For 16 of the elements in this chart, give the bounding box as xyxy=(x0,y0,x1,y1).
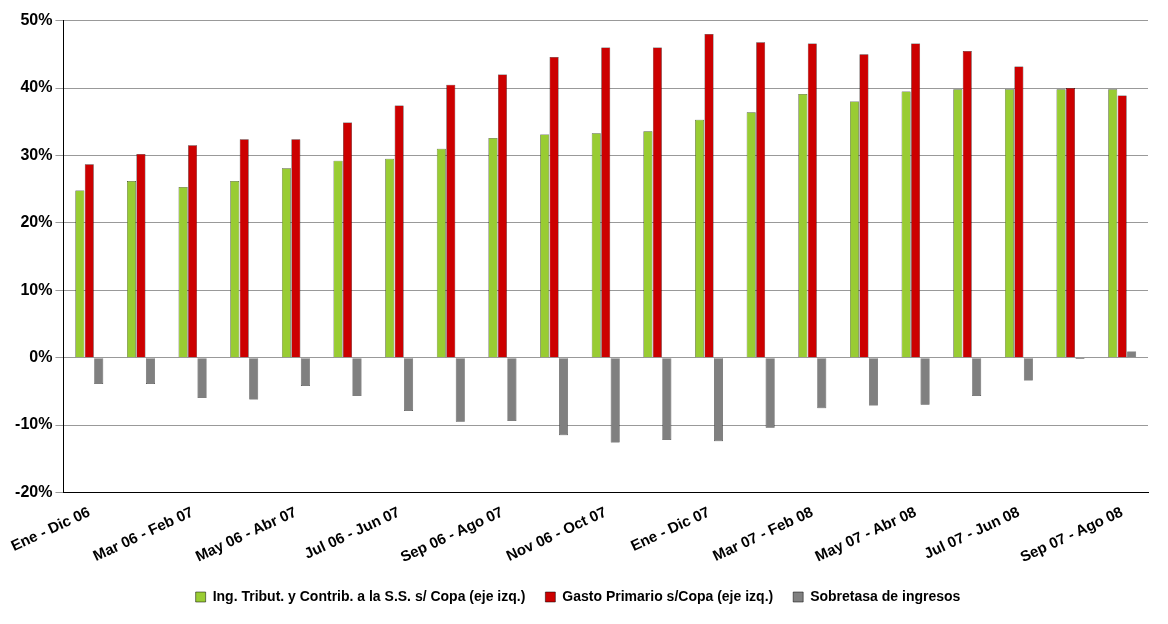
x-tick-label: Ene - Dic 07 xyxy=(627,502,713,555)
x-tick-label: Nov 06 - Oct 07 xyxy=(503,502,609,564)
y-tick-label: 0% xyxy=(29,348,53,366)
y-tick-label: 40% xyxy=(20,78,53,96)
y-tick-label: -20% xyxy=(15,482,53,500)
x-tick-label: Ene - Dic 06 xyxy=(8,502,93,555)
y-tick-label: 30% xyxy=(20,145,53,163)
y-tick-label: 50% xyxy=(20,11,53,29)
y-tick-label: 20% xyxy=(20,213,53,231)
legend-label: Ing. Tribut. y Contrib. a la S.S. s/ Copa (eje izq.) xyxy=(212,587,526,604)
x-tick-label: Sep 06 - Ago 07 xyxy=(397,502,506,566)
x-tick-label: May 07 - Abr 08 xyxy=(812,502,919,565)
y-tick-label: -10% xyxy=(15,415,53,433)
legend-label: Gasto Primario s/Copa (eje izq.) xyxy=(562,587,774,604)
legend-label: Sobretasa de ingresos xyxy=(810,587,961,604)
y-tick-label: 10% xyxy=(20,280,53,298)
